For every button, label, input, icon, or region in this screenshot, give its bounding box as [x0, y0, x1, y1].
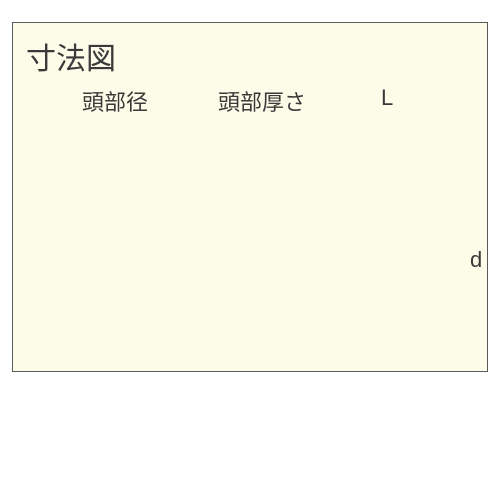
page: 寸法図 d	[0, 0, 500, 500]
label-head-diameter: 頭部径	[82, 85, 148, 117]
label-length: L	[381, 85, 393, 111]
label-head-thickness: 頭部厚さ	[218, 85, 306, 117]
diagram-title: 寸法図	[26, 34, 116, 78]
label-shaft-diameter: d	[470, 247, 482, 273]
